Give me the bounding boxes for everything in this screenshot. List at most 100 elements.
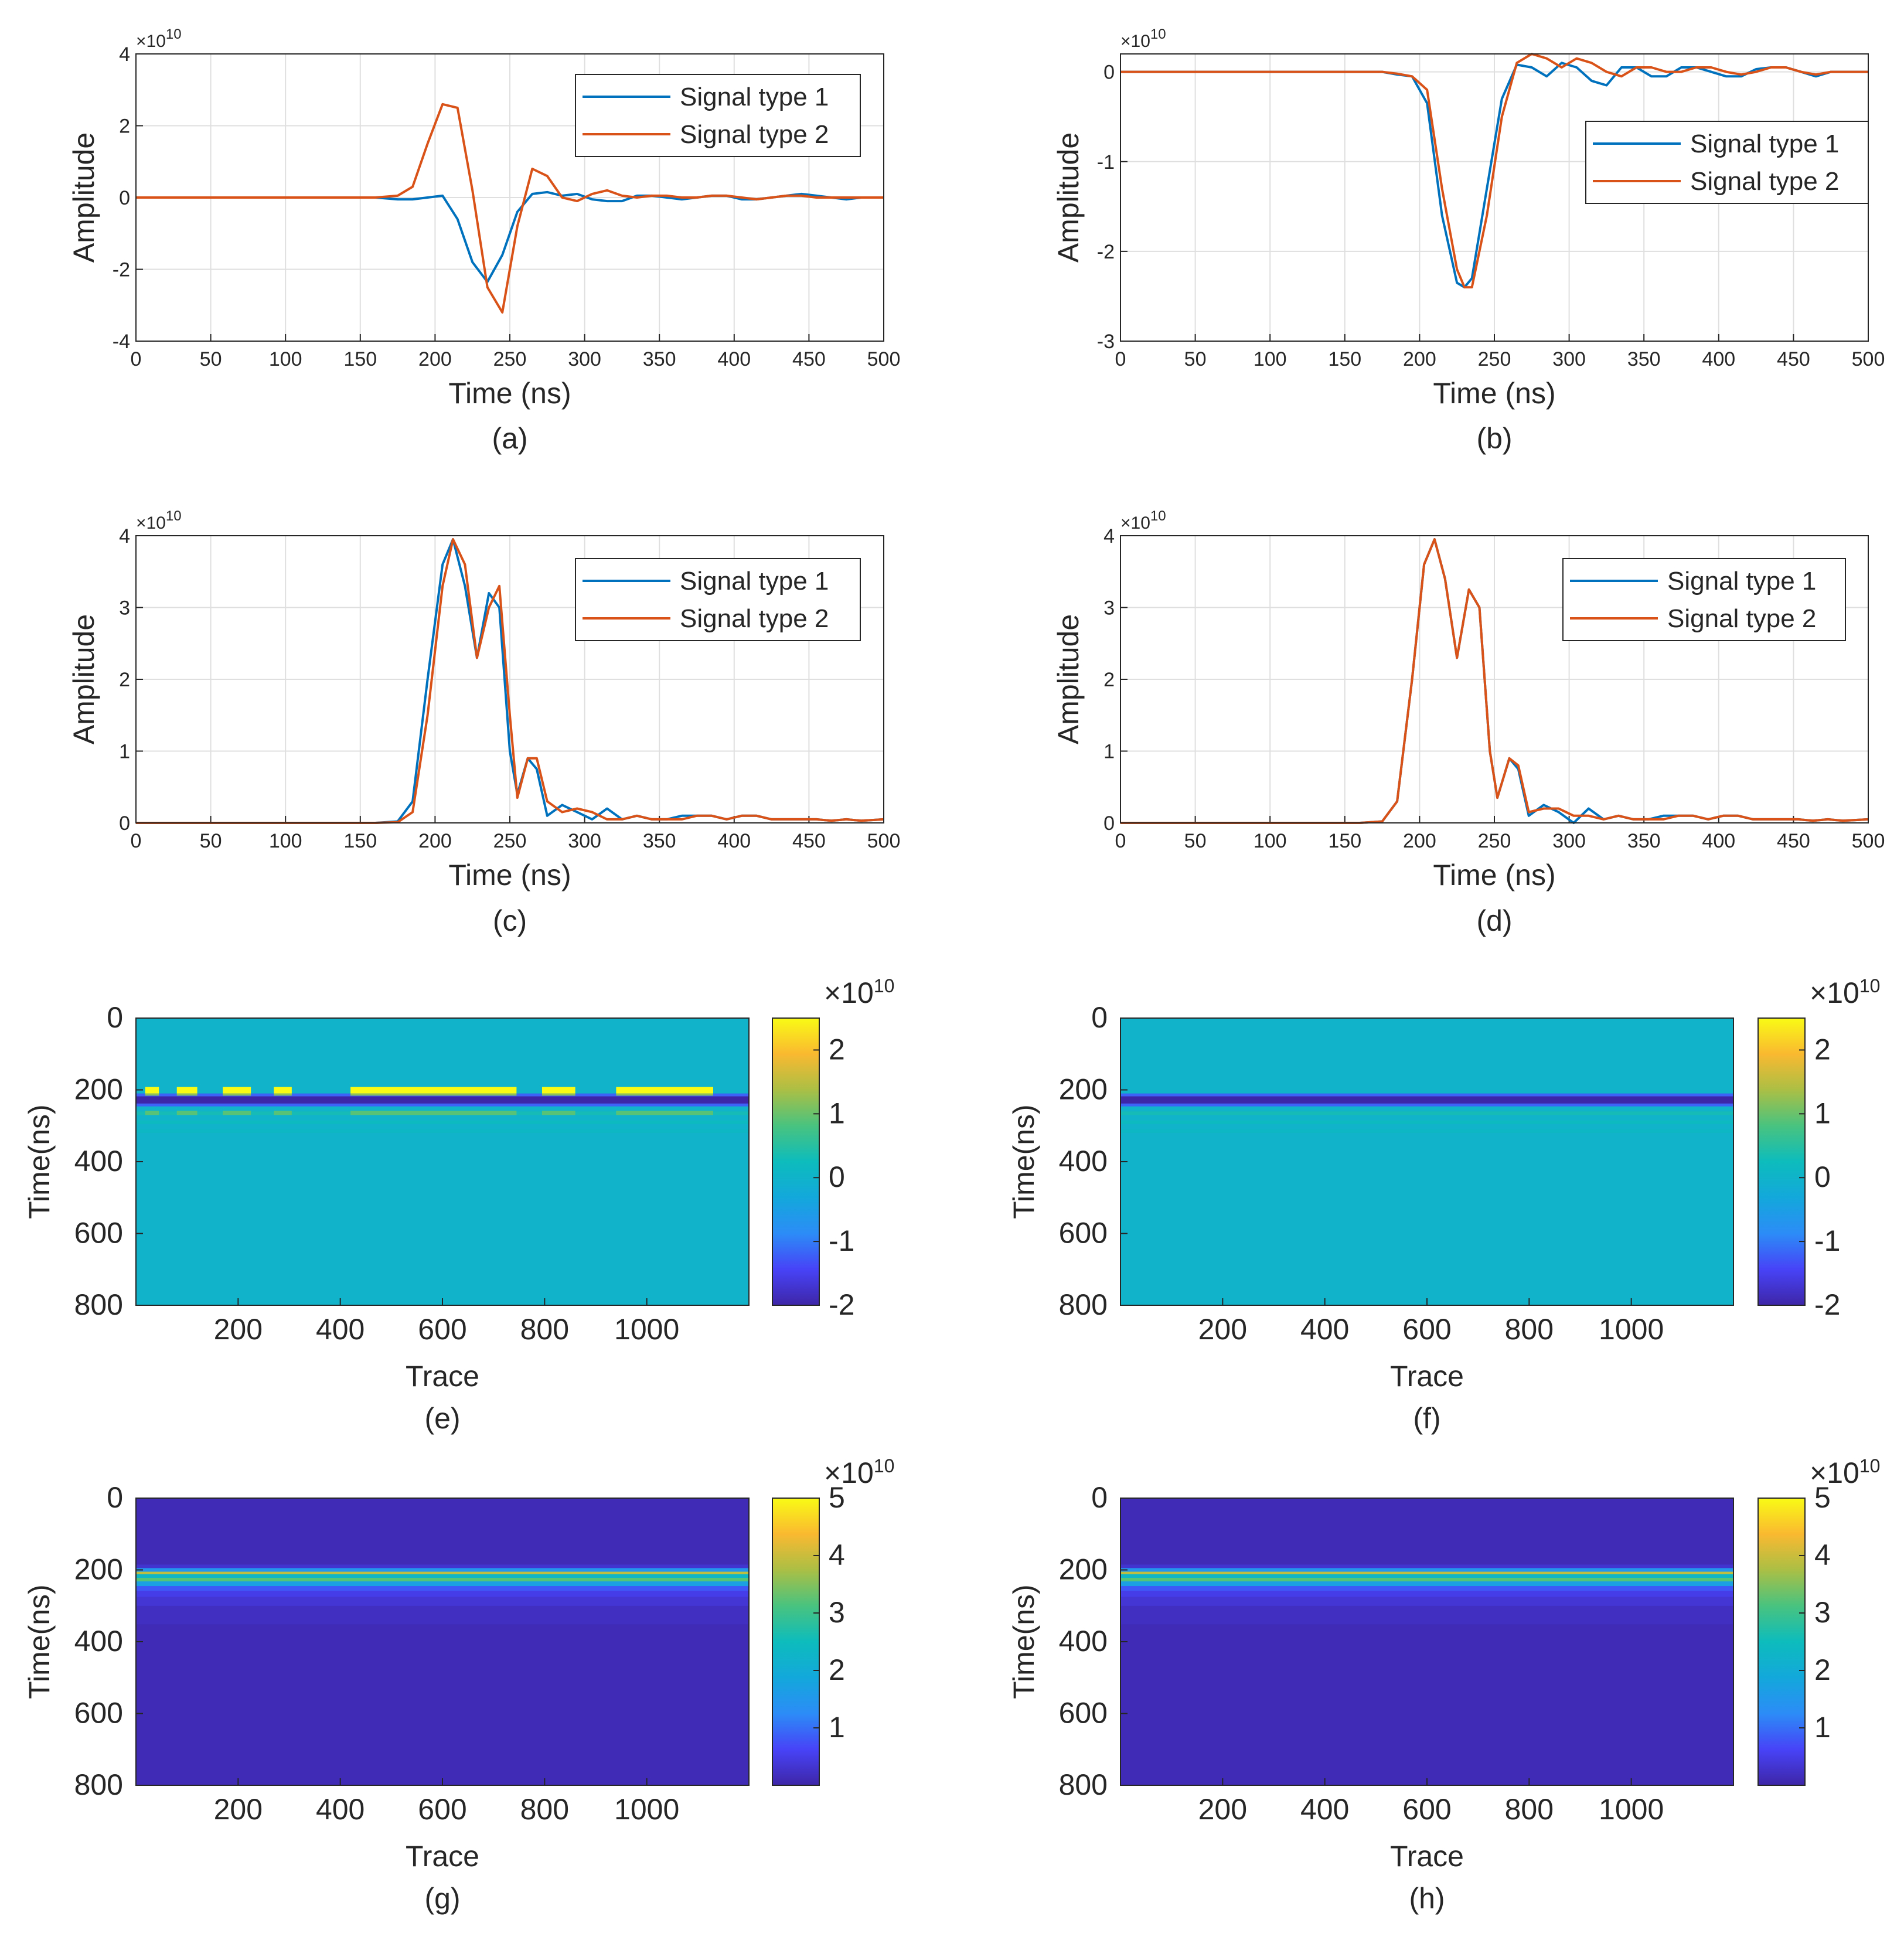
heatmap-positive-edge	[541, 1093, 575, 1096]
heatmap-positive-tail	[350, 1111, 517, 1115]
y-axis-label: Time(ns)	[1007, 1584, 1040, 1699]
y-tick-label: 0	[107, 1001, 123, 1034]
x-tick-label: 350	[1627, 348, 1661, 370]
heatmap-ringing-row	[1120, 1111, 1733, 1115]
legend-label-1: Signal type 1	[1667, 567, 1816, 595]
heatmap-image	[136, 1018, 749, 1305]
x-tick-label: 200	[1403, 830, 1436, 852]
exponent-label: ×1010	[136, 26, 182, 51]
y-tick-label: 400	[74, 1625, 123, 1658]
colorbar-tick-label: 4	[829, 1539, 845, 1571]
y-axis-label: Time(ns)	[23, 1584, 56, 1699]
heatmap-positive-tail	[541, 1111, 575, 1115]
x-tick-label: 0	[1115, 348, 1126, 370]
heatmap-band-core	[136, 1096, 749, 1104]
colorbar-tick-label: 2	[829, 1653, 845, 1686]
y-tick-label: 800	[1059, 1288, 1108, 1321]
heatmap-positive-tail	[176, 1111, 197, 1115]
chart-f: 200 400 600 800 1000 0 200 400 600 800 Trace Time(n…	[1007, 975, 1880, 1435]
y-tick-label: -3	[1097, 331, 1115, 353]
heatmap-envelope-row	[1120, 1605, 1733, 1625]
heatmap-positive-segment	[541, 1087, 575, 1094]
x-tick-label: 150	[1328, 830, 1361, 852]
y-tick-label: 0	[107, 1481, 123, 1514]
x-axis-label: Trace	[1390, 1360, 1464, 1393]
heatmap-image	[136, 1498, 749, 1785]
heatmap-image	[1120, 1018, 1733, 1305]
heatmap-positive-tail	[274, 1111, 292, 1115]
heatmap-ringing-row	[136, 1120, 749, 1124]
x-tick-label: 600	[418, 1793, 466, 1826]
heatmap-positive-segment	[616, 1087, 713, 1094]
x-axis-label: Trace	[406, 1840, 479, 1873]
y-tick-label: 0	[1103, 812, 1115, 835]
x-tick-label: 400	[316, 1793, 365, 1826]
heatmap-positive-segment	[274, 1087, 292, 1094]
legend: Signal type 1 Signal type 2	[575, 74, 861, 157]
x-tick-label: 300	[1552, 830, 1586, 852]
colorbar-gradient	[1757, 1498, 1806, 1786]
legend-label-2: Signal type 2	[680, 120, 829, 149]
x-tick-label: 100	[269, 830, 302, 852]
x-tick-label: 400	[1702, 348, 1735, 370]
heatmap-envelope-row	[1120, 1568, 1733, 1573]
y-tick-label: 4	[1103, 525, 1115, 547]
colorbar-tick-label: -1	[1814, 1224, 1840, 1257]
y-tick-label: 2	[119, 115, 130, 138]
x-tick-label: 250	[493, 348, 527, 370]
x-tick-label: 450	[1777, 830, 1810, 852]
heatmap-envelope-row	[1120, 1574, 1733, 1578]
x-tick-label: 0	[131, 348, 142, 370]
x-tick-label: 800	[1505, 1793, 1554, 1826]
heatmap-positive-segment	[145, 1087, 159, 1094]
colorbar-tick-label: 0	[829, 1161, 845, 1193]
heatmap-envelope-row	[136, 1581, 749, 1587]
colorbar-tick-label: 0	[1814, 1161, 1831, 1193]
colorbar-tick-label: -2	[1814, 1288, 1840, 1321]
exponent-label: ×1010	[136, 508, 182, 533]
panel-caption: (h)	[1409, 1882, 1445, 1915]
x-tick-label: 100	[1254, 348, 1287, 370]
exponent-label: ×1010	[824, 975, 894, 1009]
heatmap-envelope-row	[1120, 1597, 1733, 1607]
legend-label-1: Signal type 1	[1690, 130, 1839, 158]
x-axis-label: Trace	[1390, 1840, 1464, 1873]
panel-caption: (e)	[424, 1402, 460, 1435]
x-tick-label: 800	[1505, 1313, 1554, 1346]
chart-h: 200 400 600 800 1000 0 200 400 600 800 Trace Time(n…	[1007, 1455, 1880, 1915]
legend-box	[1585, 121, 1869, 204]
x-tick-label: 1000	[1599, 1793, 1664, 1826]
heatmap-positive-edge	[223, 1093, 251, 1096]
x-axis-label: Trace	[406, 1360, 479, 1393]
x-tick-label: 400	[717, 830, 751, 852]
chart-g: 200 400 600 800 1000 0 200 400 600 800 Trace Time(n…	[23, 1455, 894, 1915]
x-axis-label: Time (ns)	[1433, 377, 1555, 410]
legend-label-2: Signal type 2	[1690, 167, 1839, 196]
exponent-label: ×1010	[1120, 26, 1166, 51]
x-tick-label: 450	[792, 348, 826, 370]
x-tick-label: 500	[1852, 348, 1885, 370]
x-tick-label: 600	[418, 1313, 466, 1346]
heatmap-envelope-row	[1120, 1577, 1733, 1583]
x-tick-label: 400	[717, 348, 751, 370]
colorbar: 1 2 3 4 5×1010	[772, 1455, 894, 1786]
colorbar-tick-label: -1	[829, 1224, 854, 1257]
x-tick-label: 300	[1552, 348, 1586, 370]
y-tick-label: 4	[119, 43, 130, 66]
x-tick-label: 200	[214, 1793, 263, 1826]
y-axis-label: Time(ns)	[23, 1104, 56, 1219]
y-tick-label: 400	[1059, 1145, 1108, 1178]
legend: Signal type 1 Signal type 2	[1562, 558, 1846, 641]
heatmap-background	[136, 1498, 749, 1785]
x-tick-label: 400	[1702, 830, 1735, 852]
heatmap-envelope-row	[136, 1571, 749, 1575]
y-tick-label: 600	[74, 1217, 123, 1250]
axes-box	[135, 53, 884, 342]
y-axis-label: Time(ns)	[1007, 1104, 1040, 1219]
panel-caption: (b)	[1476, 422, 1512, 455]
y-axis-label: Amplitude	[1052, 614, 1085, 744]
colorbar-tick-label: -2	[829, 1288, 854, 1321]
heatmap-envelope-row	[1120, 1571, 1733, 1575]
heatmap-positive-tail	[223, 1111, 251, 1115]
